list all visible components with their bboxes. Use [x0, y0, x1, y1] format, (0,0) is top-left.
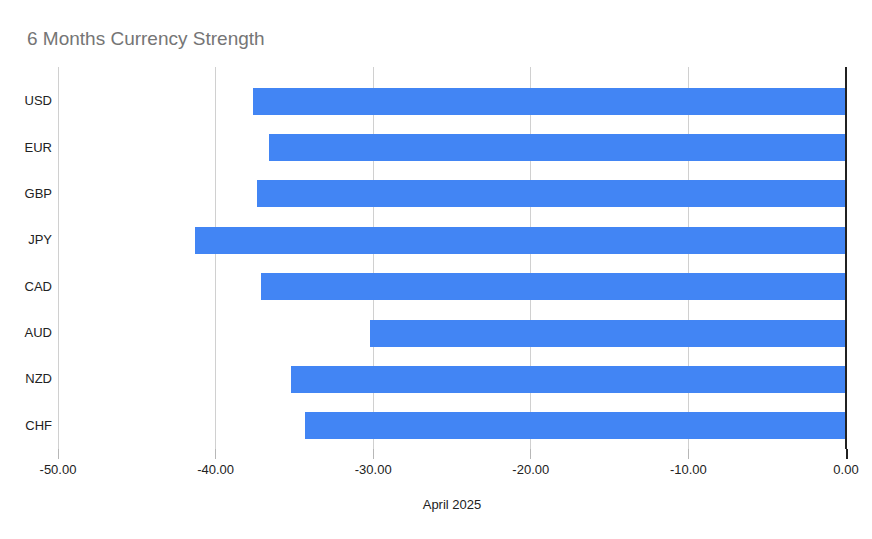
zero-baseline — [845, 67, 847, 449]
tick--10.00 — [688, 449, 689, 459]
bar-jpy[interactable] — [195, 227, 846, 254]
y-axis-labels: USD EUR GBP JPY CAD AUD NZD CHF — [0, 78, 52, 449]
bar-cad[interactable] — [261, 273, 846, 300]
plot-area — [58, 67, 846, 449]
y-label-cad: CAD — [0, 279, 52, 295]
tick--30.00 — [373, 449, 374, 459]
x-axis-ticks — [58, 449, 846, 459]
tick--40.00 — [215, 449, 216, 459]
tick--20.00 — [530, 449, 531, 459]
bar-nzd[interactable] — [291, 366, 846, 393]
bar-usd[interactable] — [253, 88, 846, 115]
tick-label--50.00: -50.00 — [40, 462, 77, 478]
y-label-eur: EUR — [0, 140, 52, 156]
x-axis-title: April 2025 — [58, 497, 846, 512]
y-label-aud: AUD — [0, 325, 52, 341]
bar-gbp[interactable] — [257, 180, 846, 207]
tick-label-0.00: 0.00 — [833, 462, 858, 478]
tick--50.00 — [58, 449, 59, 459]
bar-eur[interactable] — [269, 134, 846, 161]
chart-title: 6 Months Currency Strength — [27, 27, 265, 51]
y-label-nzd: NZD — [0, 371, 52, 387]
y-label-chf: CHF — [0, 418, 52, 434]
y-label-usd: USD — [0, 93, 52, 109]
tick-label--10.00: -10.00 — [670, 462, 707, 478]
tick-label--30.00: -30.00 — [355, 462, 392, 478]
currency-strength-chart: 6 Months Currency Strength USD EUR GBP JPY C… — [0, 0, 872, 539]
bars-layer — [58, 78, 846, 449]
bar-chf[interactable] — [305, 412, 846, 439]
tick-label--40.00: -40.00 — [197, 462, 234, 478]
tick-0.00 — [846, 449, 848, 459]
x-axis-tick-labels: -50.00-40.00-30.00-20.00-10.000.00 — [58, 462, 846, 478]
y-label-jpy: JPY — [0, 232, 52, 248]
bar-aud[interactable] — [370, 320, 846, 347]
y-label-gbp: GBP — [0, 186, 52, 202]
tick-label--20.00: -20.00 — [512, 462, 549, 478]
